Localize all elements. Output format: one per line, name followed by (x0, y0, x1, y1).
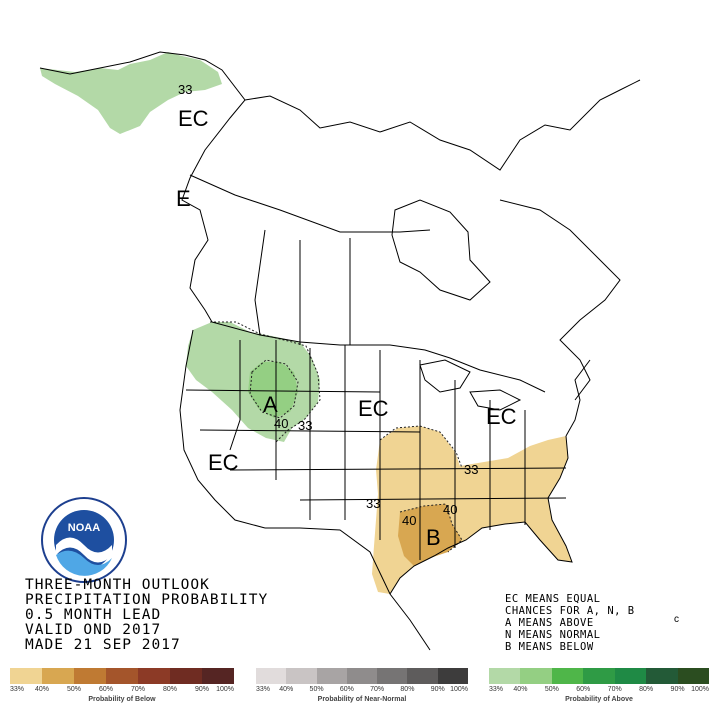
legend-below-swatch (138, 668, 170, 684)
legend-above-ticks: 33% 40% 50% 60% 70% 80% 90% 100% (489, 686, 709, 696)
legend-above-tick: 40% (513, 686, 528, 693)
title-line-3: 0.5 MONTH LEAD (25, 607, 162, 623)
noaa-logo-text: NOAA (68, 522, 100, 534)
title-line-4: VALID OND 2017 (25, 622, 162, 638)
legend-normal-swatch (437, 668, 468, 684)
legend-above-swatch (489, 668, 521, 684)
legend-above-caption: Probability of Above (565, 696, 633, 703)
contour-40-west: 40 (274, 416, 288, 431)
title-line-1: THREE-MONTH OUTLOOK (25, 577, 210, 593)
legend-normal-tick: 80% (400, 686, 415, 693)
title-line-5: MADE 21 SEP 2017 (25, 637, 181, 653)
title-line-2: PRECIPITATION PROBABILITY (25, 592, 269, 608)
contour-33-west: 33 (298, 418, 312, 433)
legend-normal-swatches (256, 668, 468, 684)
legend-normal-swatch (377, 668, 408, 684)
key-line-3: A MEANS ABOVE (505, 617, 594, 629)
legend-above-tick: 100% (691, 686, 709, 693)
label-ec-east: EC (486, 404, 517, 429)
legend-below-swatches (10, 668, 234, 684)
legend-normal-swatch (256, 668, 287, 684)
contour-33-south-w: 33 (366, 496, 380, 511)
legend-below-tick: 33% (10, 686, 25, 693)
contour-40-south-w: 40 (402, 513, 416, 528)
key-line-2: CHANCES FOR A, N, B (505, 605, 635, 617)
key-line-4: N MEANS NORMAL (505, 629, 601, 641)
alaska-above-region (40, 52, 222, 134)
legend-below-swatch (42, 668, 74, 684)
boundaries (39, 51, 641, 651)
legend-normal: 33% 40% 50% 60% 70% 80% 90% 100% Probability of… (256, 668, 468, 706)
contour-33-alaska: 33 (178, 82, 192, 97)
map-key: EC MEANS EQUAL CHANCES FOR A, N, B A MEA… (505, 593, 705, 653)
label-e-canada: E (176, 186, 191, 211)
legend-below-tick: 100% (216, 686, 234, 693)
legend-below-tick: 50% (66, 686, 82, 693)
west-above-region (186, 321, 321, 443)
legend-below: 33% 40% 50% 60% 70% 80% 90% 100% Probability of… (10, 668, 234, 706)
legend-above-tick: 90% (670, 686, 685, 693)
label-b: B (426, 525, 441, 550)
legend-below-tick: 70% (130, 686, 146, 693)
legend-normal-ticks: 33% 40% 50% 60% 70% 80% 90% 100% (256, 686, 468, 696)
legend-above-swatch (520, 668, 552, 684)
legend-below-swatch (170, 668, 202, 684)
legend-below-tick: 40% (34, 686, 50, 693)
legend-normal-tick: 90% (430, 686, 445, 693)
legend-below-swatch (106, 668, 138, 684)
legend-normal-tick: 50% (309, 686, 324, 693)
legend-below-ticks: 33% 40% 50% 60% 70% 80% 90% 100% (10, 686, 234, 696)
legend-below-tick: 60% (98, 686, 114, 693)
legend-normal-swatch (316, 668, 347, 684)
map-labels: EC E EC EC EC A B c 33 40 33 33 33 40 40 (176, 82, 679, 625)
legend-normal-swatch (346, 668, 378, 684)
legend-normal-swatch (286, 668, 317, 684)
southeast-below-region (372, 425, 572, 594)
legend-above-swatch (614, 668, 647, 684)
legend-above-tick: 80% (639, 686, 654, 693)
legend-normal-tick: 70% (370, 686, 385, 693)
label-ec-alaska: EC (178, 106, 209, 131)
label-ec-central: EC (358, 396, 389, 421)
label-ec-west: EC (208, 450, 239, 475)
legend-above-swatch (551, 668, 584, 684)
legend-normal-tick: 60% (339, 686, 354, 693)
contour-40-south-e: 40 (443, 502, 457, 517)
legend-above-swatch (646, 668, 678, 684)
legend-above-swatches (489, 668, 709, 684)
legend-below-swatch (10, 668, 42, 684)
legend-above: 33% 40% 50% 60% 70% 80% 90% 100% Probability of… (489, 668, 709, 706)
legend-normal-swatch (407, 668, 438, 684)
legend-below-tick: 80% (162, 686, 178, 693)
legend-below-swatch (202, 668, 234, 684)
outlook-title: THREE-MONTH OUTLOOK PRECIPITATION PROBAB… (25, 578, 355, 653)
legend-above-tick: 50% (544, 686, 559, 693)
legend-normal-tick: 33% (256, 686, 271, 693)
legend-below-tick: 90% (194, 686, 210, 693)
legend-above-tick: 60% (576, 686, 591, 693)
label-a: A (263, 392, 278, 417)
key-line-1: EC MEANS EQUAL (505, 593, 601, 605)
legend-normal-caption: Probability of Near-Normal (317, 696, 407, 703)
legend-above-swatch (677, 668, 709, 684)
label-c: c (674, 614, 679, 625)
contour-33-south-e: 33 (464, 462, 478, 477)
legend-normal-tick: 40% (279, 686, 294, 693)
legend-above-tick: 70% (607, 686, 622, 693)
legend-below-caption: Probability of Below (88, 696, 156, 703)
noaa-logo: NOAA (41, 497, 127, 583)
legend-normal-tick: 100% (450, 686, 468, 693)
key-line-5: B MEANS BELOW (505, 641, 594, 653)
legend-above-tick: 33% (489, 686, 504, 693)
legend-above-swatch (583, 668, 615, 684)
legend-below-swatch (74, 668, 106, 684)
